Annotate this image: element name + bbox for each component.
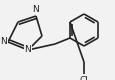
Text: N: N bbox=[0, 38, 7, 46]
Text: N: N bbox=[32, 5, 39, 14]
Text: Cl: Cl bbox=[79, 76, 88, 80]
Text: N: N bbox=[24, 46, 31, 54]
